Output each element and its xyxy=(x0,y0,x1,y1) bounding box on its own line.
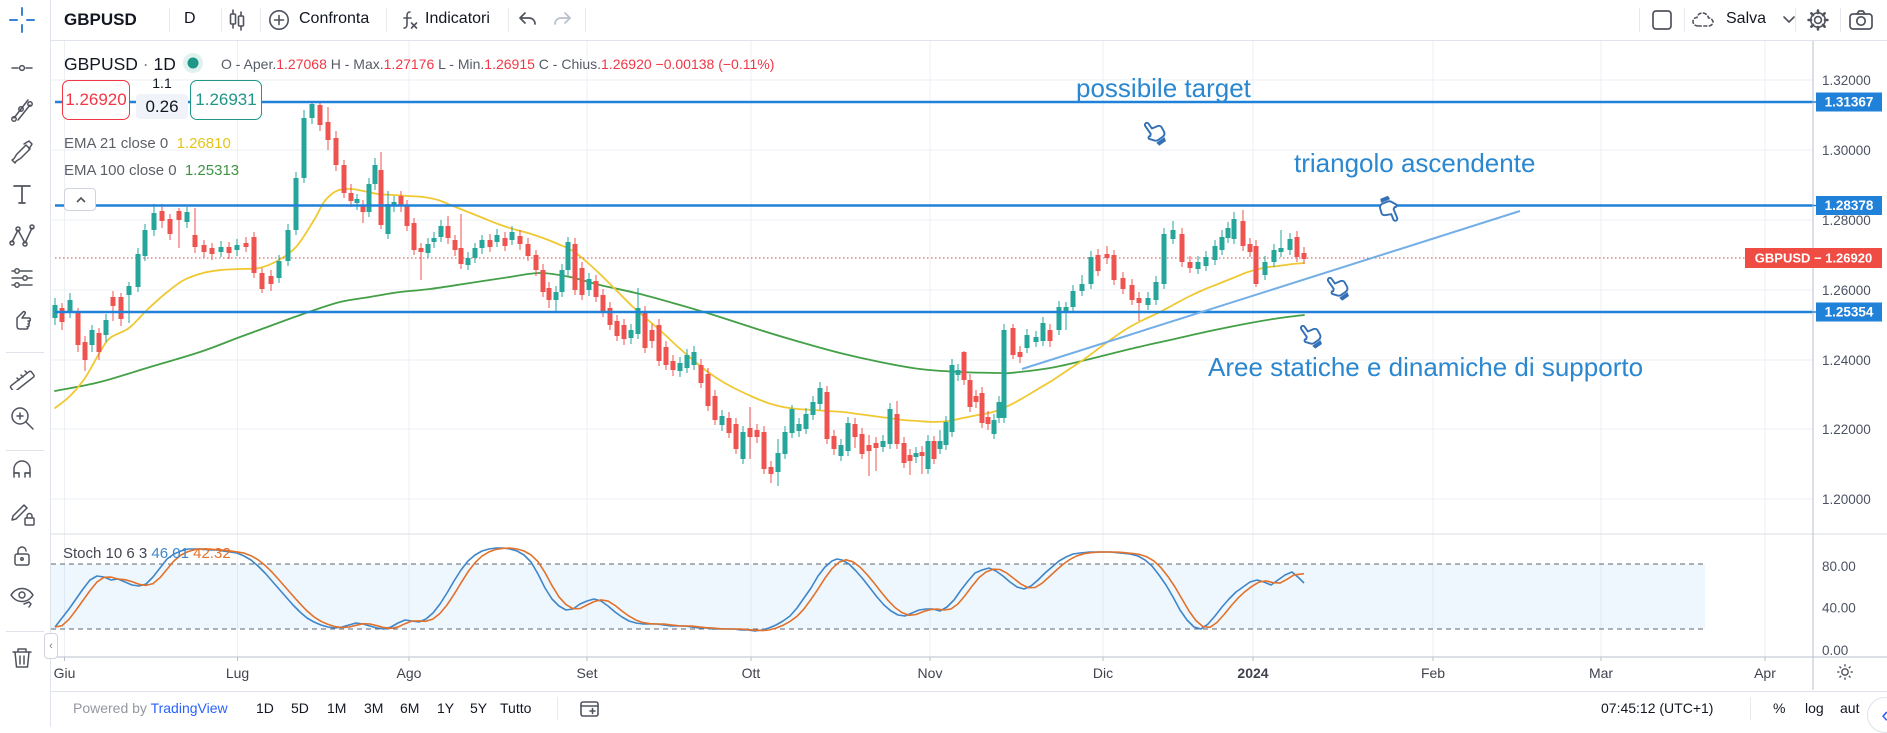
svg-text:2024: 2024 xyxy=(1237,665,1268,681)
svg-text:Nov: Nov xyxy=(918,665,943,681)
svg-text:Feb: Feb xyxy=(1421,665,1445,681)
svg-text:Ago: Ago xyxy=(397,665,422,681)
svg-text:40.00: 40.00 xyxy=(1822,601,1856,616)
svg-text:Mar: Mar xyxy=(1589,665,1613,681)
svg-text:1.28378: 1.28378 xyxy=(1825,198,1874,213)
svg-text:Set: Set xyxy=(576,665,597,681)
svg-text:GBPUSD − 1.26920: GBPUSD − 1.26920 xyxy=(1755,251,1872,266)
svg-text:1.30000: 1.30000 xyxy=(1822,143,1871,158)
svg-text:1.24000: 1.24000 xyxy=(1822,353,1871,368)
svg-text:Lug: Lug xyxy=(226,665,249,681)
svg-text:Ott: Ott xyxy=(742,665,761,681)
svg-text:Dic: Dic xyxy=(1093,665,1113,681)
svg-text:1.26000: 1.26000 xyxy=(1822,283,1871,298)
svg-text:Apr: Apr xyxy=(1754,665,1776,681)
svg-text:80.00: 80.00 xyxy=(1822,559,1856,574)
svg-text:1.20000: 1.20000 xyxy=(1822,492,1871,507)
svg-text:0.00: 0.00 xyxy=(1822,643,1848,658)
svg-text:1.32000: 1.32000 xyxy=(1822,73,1871,88)
svg-text:1.25354: 1.25354 xyxy=(1825,305,1874,320)
svg-text:1.31367: 1.31367 xyxy=(1825,95,1874,110)
svg-text:1.28000: 1.28000 xyxy=(1822,213,1871,228)
svg-text:Giu: Giu xyxy=(54,665,76,681)
svg-text:1.22000: 1.22000 xyxy=(1822,422,1871,437)
svg-text:Stoch 10 6 3 46.01 42.32: Stoch 10 6 3 46.01 42.32 xyxy=(63,545,231,562)
